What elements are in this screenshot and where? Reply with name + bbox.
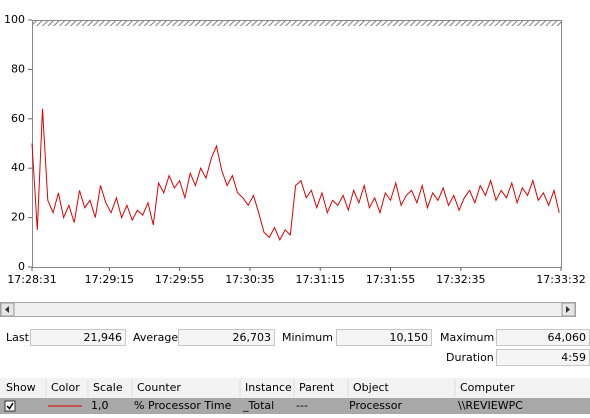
x-tick-label: 17:32:35 — [436, 273, 485, 286]
stat-label: Last — [6, 331, 30, 344]
column-header: Counter — [137, 381, 181, 394]
stat-value: 64,060 — [548, 331, 587, 344]
y-tick-label: 80 — [11, 62, 25, 75]
column-header: Computer — [460, 381, 515, 394]
column-header: Scale — [93, 381, 123, 394]
column-header: Object — [353, 381, 390, 394]
cell: 1,0 — [91, 399, 109, 412]
selected-row-bg — [0, 398, 590, 414]
stat-value: 10,150 — [390, 331, 429, 344]
stats-panel: Last 21,946 Average 26,703 Minimum 10,150 Maxi… — [6, 329, 590, 366]
y-tick-label: 0 — [18, 260, 25, 273]
column-header: Parent — [299, 381, 335, 394]
show-checkbox[interactable] — [4, 400, 16, 412]
stat-value: 4:59 — [561, 351, 586, 364]
stat-label: Minimum — [282, 331, 333, 344]
x-tick-label: 17:31:55 — [366, 273, 415, 286]
x-tick-label: 17:33:32 — [536, 273, 585, 286]
column-header: Color — [51, 381, 80, 394]
column-header: Instance — [245, 381, 292, 394]
x-tick-label: 17:31:15 — [296, 273, 345, 286]
scrollbar[interactable] — [0, 302, 576, 317]
x-tick-label: 17:29:15 — [85, 273, 134, 286]
stat-label: Average — [133, 331, 178, 344]
stat-label: Duration — [446, 351, 494, 364]
cell: --- — [296, 399, 308, 412]
x-tick-label: 17:28:31 — [7, 273, 56, 286]
stat-value: 21,946 — [84, 331, 123, 344]
cell: \\REVIEWPC — [458, 399, 523, 412]
cell: % Processor Time — [134, 399, 232, 412]
stat-box — [30, 329, 126, 346]
y-tick-label: 20 — [11, 211, 25, 224]
stat-label: Maximum — [440, 331, 494, 344]
table-header-bg — [0, 378, 590, 398]
column-header: Show — [6, 381, 36, 394]
plot-area: 0 20 40 60 80 100 17:28:31 17:29:15 17:29:55 17:3… — [4, 13, 586, 286]
counter-table: Show Color Scale Counter Instance Parent Objec… — [0, 378, 590, 414]
stat-value: 26,703 — [233, 331, 272, 344]
checkmark — [6, 402, 14, 410]
y-tick-label: 100 — [4, 13, 25, 26]
y-tick-label: 60 — [11, 112, 25, 125]
y-tick-label: 40 — [11, 161, 25, 174]
cell: _Total — [242, 399, 274, 412]
cell: Processor — [349, 399, 402, 412]
stat-box — [336, 329, 432, 346]
data-line — [31, 108, 560, 241]
hatch-band — [32, 20, 561, 26]
x-tick-label: 17:29:55 — [155, 273, 204, 286]
x-tick-label: 17:30:35 — [225, 273, 274, 286]
stat-box — [178, 329, 275, 346]
